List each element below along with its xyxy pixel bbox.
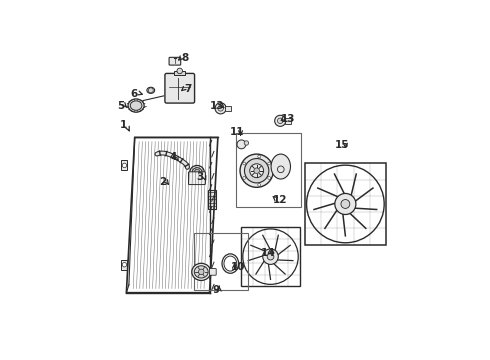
Text: 1: 1 (120, 120, 127, 130)
Bar (305, 163, 386, 245)
Ellipse shape (147, 87, 155, 93)
Bar (122, 161, 127, 170)
Text: 14: 14 (261, 248, 275, 258)
Bar (225, 105, 231, 111)
Ellipse shape (192, 263, 211, 280)
Circle shape (215, 103, 226, 114)
Circle shape (268, 162, 270, 165)
Text: 13: 13 (281, 114, 296, 124)
FancyBboxPatch shape (189, 172, 205, 185)
Circle shape (275, 115, 286, 126)
Text: 5: 5 (117, 102, 124, 111)
Bar (208, 190, 216, 209)
Circle shape (237, 140, 246, 149)
Circle shape (218, 105, 223, 111)
Circle shape (254, 168, 259, 174)
Circle shape (122, 163, 126, 168)
Circle shape (198, 269, 204, 275)
Circle shape (244, 141, 248, 145)
Circle shape (258, 155, 261, 158)
Bar (174, 71, 185, 75)
Circle shape (177, 68, 182, 74)
Circle shape (250, 164, 264, 177)
Text: 2: 2 (159, 177, 167, 187)
Text: 8: 8 (181, 53, 188, 63)
Circle shape (268, 176, 270, 179)
Text: 11: 11 (229, 127, 244, 138)
Text: 13: 13 (210, 101, 224, 111)
Ellipse shape (190, 166, 204, 179)
Circle shape (263, 249, 278, 264)
Bar (122, 260, 127, 270)
Bar (241, 227, 300, 287)
Text: 7: 7 (185, 84, 192, 94)
Circle shape (258, 184, 261, 186)
FancyBboxPatch shape (165, 73, 195, 103)
Circle shape (122, 262, 126, 267)
Circle shape (267, 253, 274, 260)
Ellipse shape (130, 101, 142, 110)
Text: 12: 12 (273, 195, 287, 205)
Bar (285, 118, 291, 123)
Ellipse shape (128, 99, 144, 112)
Text: 4: 4 (169, 152, 176, 162)
Circle shape (148, 88, 153, 93)
Ellipse shape (195, 266, 208, 278)
Circle shape (245, 158, 269, 183)
Ellipse shape (192, 168, 202, 176)
Circle shape (277, 118, 283, 123)
Text: 10: 10 (231, 262, 245, 272)
Text: 9: 9 (212, 285, 219, 295)
FancyBboxPatch shape (169, 57, 181, 65)
FancyBboxPatch shape (210, 269, 216, 275)
Text: 3: 3 (197, 172, 204, 182)
Circle shape (195, 169, 200, 175)
Bar (195, 233, 248, 290)
Text: 15: 15 (335, 140, 349, 150)
Circle shape (341, 199, 350, 208)
Circle shape (243, 162, 245, 165)
Circle shape (335, 193, 356, 215)
Bar (236, 133, 301, 207)
Circle shape (243, 176, 245, 179)
Circle shape (240, 154, 273, 187)
Ellipse shape (271, 154, 291, 179)
Text: 6: 6 (130, 89, 138, 99)
